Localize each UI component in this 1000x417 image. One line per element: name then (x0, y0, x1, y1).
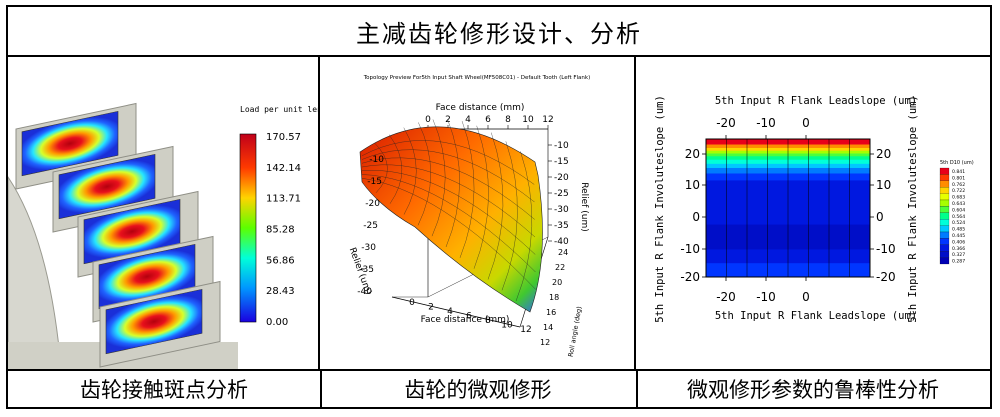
right-tick-label: -20 (876, 270, 896, 284)
legend-value: 0.406 (952, 239, 965, 245)
robustness-panel: 5th Input R Flank Leadslope (um) -20 -10 0… (636, 57, 990, 369)
bottom-tick-label: -10 (756, 290, 776, 304)
legend-value: 0.801 (952, 175, 965, 181)
right-tick-label: 10 (876, 178, 891, 192)
left-tick-label: -30 (361, 243, 376, 253)
legend-value: 0.683 (952, 195, 965, 201)
legend-value: 0.841 (952, 169, 965, 175)
legend-value: 0.643 (952, 201, 965, 207)
topology-plot: Topology Preview For5th Input Shaft Whee… (320, 57, 634, 369)
roll-tick-label: 16 (546, 308, 556, 317)
top-tick-label: -10 (756, 116, 776, 130)
top-tick-label: 4 (465, 115, 471, 125)
gear-contact-image: Load per unit len 170.57 142.14 113.71 85.2… (8, 57, 318, 369)
caption-row: 齿轮接触斑点分析 齿轮的微观修形 微观修形参数的鲁棒性分析 (8, 369, 990, 407)
left-tick-label: 20 (685, 147, 700, 161)
left-tick-label: -20 (680, 270, 700, 284)
legend-value: 56.86 (266, 255, 295, 266)
bottom-tick-label: 0 (409, 298, 415, 308)
figure-frame: 主减齿轮修形设计、分析 (6, 5, 992, 409)
caption-robustness: 微观修形参数的鲁棒性分析 (636, 371, 990, 407)
legend: 0.8410.8010.7620.7220.6830.6430.6040.564… (940, 168, 965, 265)
bottom-tick-label: 12 (520, 325, 531, 335)
left-tick-label: 0 (692, 210, 700, 224)
legend-value: 0.604 (952, 207, 965, 213)
right-axis-label: Relief (um) (579, 182, 589, 231)
bottom-tick-label: 0 (802, 290, 810, 304)
right-tick-label: -20 (554, 173, 569, 183)
left-tick-label: -20 (365, 199, 380, 209)
roll-tick-label: 18 (549, 293, 559, 302)
caption-contact-pattern: 齿轮接触斑点分析 (8, 371, 322, 407)
roll-tick-label: 12 (540, 338, 550, 347)
robustness-contour-plot: 5th Input R Flank Leadslope (um) -20 -10 0… (636, 57, 990, 369)
legend-value: 0.564 (952, 214, 965, 220)
right-tick-label: -35 (554, 221, 569, 231)
legend-value: 0.00 (266, 317, 288, 328)
plot-title: Topology Preview For5th Input Shaft Whee… (363, 75, 591, 81)
top-tick-label: 10 (522, 115, 534, 125)
legend-value: 0.762 (952, 182, 965, 188)
legend-value: 0.485 (952, 227, 965, 233)
left-tick-label: -40 (357, 287, 372, 297)
legend-title: Load per unit len (240, 105, 318, 114)
legend-value: 0.366 (952, 246, 965, 252)
legend-value: 28.43 (266, 286, 295, 297)
topology-panel: Topology Preview For5th Input Shaft Whee… (320, 57, 636, 369)
top-tick-label: 0 (802, 116, 810, 130)
legend-colorbar (240, 134, 256, 322)
left-tick-label: 10 (685, 178, 700, 192)
left-tick-label: -10 (680, 242, 700, 256)
right-tick-label: -40 (554, 237, 569, 247)
legend-value: 113.71 (266, 194, 301, 205)
bottom-axis-label: 5th Input R Flank Leadslope (um) (715, 310, 917, 322)
left-tick-label: -25 (363, 221, 378, 231)
legend-value: 0.722 (952, 188, 965, 194)
top-tick-label: 0 (425, 115, 431, 125)
right-axis-label: 5th Input R Flank Involuteslope (um) (907, 95, 919, 323)
right-tick-label: -15 (554, 157, 569, 167)
caption-micro-modification: 齿轮的微观修形 (320, 371, 638, 407)
top-tick-label: 6 (485, 115, 491, 125)
bottom-tick-label: 2 (428, 303, 434, 313)
legend-value: 0.445 (952, 233, 965, 239)
top-axis-label: 5th Input R Flank Leadslope (um) (715, 95, 917, 107)
left-tick-label: -35 (359, 265, 374, 275)
legend-value: 85.28 (266, 225, 295, 236)
bottom-tick-label: -20 (716, 290, 736, 304)
right-tick-label: -30 (554, 205, 569, 215)
top-axis-label: Face distance (mm) (436, 103, 525, 113)
left-tick-label: -10 (369, 155, 384, 165)
roll-angle-label: Roll angle (deg) (567, 306, 584, 358)
right-tick-label: 20 (876, 147, 891, 161)
legend-value: 142.14 (266, 163, 301, 174)
figure-title: 主减齿轮修形设计、分析 (8, 7, 990, 57)
left-axis-label: 5th Input R Flank Involuteslope (um) (654, 95, 666, 323)
legend-value: 0.524 (952, 220, 965, 226)
legend-value: 0.327 (952, 252, 965, 258)
roll-tick-label: 20 (552, 278, 562, 287)
contact-pattern-panel: Load per unit len 170.57 142.14 113.71 85.2… (8, 57, 320, 369)
legend-value: 0.287 (952, 259, 965, 265)
right-tick-label: -25 (554, 189, 569, 199)
roll-tick-label: 22 (555, 263, 565, 272)
relief-surface (360, 119, 543, 312)
top-tick-label: 12 (542, 115, 553, 125)
top-tick-label: -20 (716, 116, 736, 130)
right-tick-label: -10 (876, 242, 896, 256)
roll-tick-label: 14 (543, 323, 553, 332)
left-tick-label: -15 (367, 177, 382, 187)
roll-tick-label: 24 (558, 248, 568, 257)
right-tick-label: -10 (554, 141, 569, 151)
top-tick-label: 8 (505, 115, 511, 125)
bottom-axis-label: Face distance (mm) (421, 315, 510, 325)
legend-title: 5th D10 (um) (940, 160, 974, 166)
legend-value: 170.57 (266, 132, 301, 143)
right-tick-label: 0 (876, 210, 884, 224)
